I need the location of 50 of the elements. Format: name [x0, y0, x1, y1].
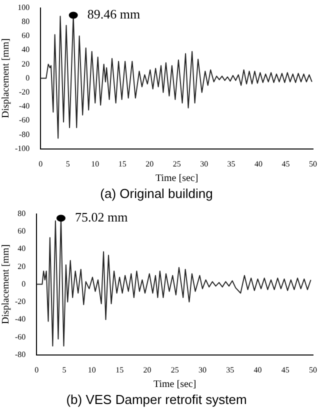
y-tick-label: -60 — [14, 332, 26, 342]
y-axis-title: Displacement [mm] — [0, 244, 12, 324]
y-tick-label: 80 — [18, 208, 26, 218]
y-tick-label: 20 — [18, 262, 26, 271]
x-tick-label: 15 — [118, 160, 126, 169]
x-tick-label: 0 — [34, 366, 39, 375]
x-tick-label: 35 — [226, 366, 234, 375]
y-tick-label: -80 — [18, 130, 30, 139]
x-tick-label: 40 — [254, 366, 262, 375]
y-tick-label: 60 — [22, 31, 30, 40]
x-tick-label: 20 — [143, 366, 152, 375]
y-tick-label: -100 — [14, 144, 30, 153]
x-tick-label: 30 — [200, 160, 208, 169]
annotation: 75.02 mm — [74, 210, 128, 225]
x-tick-label: 0 — [38, 160, 43, 169]
x-axis-title: Time [sec] — [153, 379, 196, 390]
y-tick-label: 100 — [18, 2, 30, 12]
y-tick-label: 80 — [22, 16, 30, 26]
x-tick-label: 10 — [88, 366, 96, 375]
x-tick-label: 30 — [198, 366, 206, 375]
y-tick-label: 0 — [22, 279, 26, 288]
x-tick-label: 35 — [227, 160, 236, 169]
x-tick-label: 10 — [91, 160, 100, 169]
y-axis-title: Displacement [mm] — [0, 38, 12, 118]
x-tick-label: 50 — [309, 160, 317, 169]
x-tick-label: 25 — [172, 160, 181, 169]
y-tick-label: 60 — [18, 226, 26, 236]
y-tick-label: 40 — [22, 45, 30, 54]
text: (a) Original building — [100, 186, 213, 201]
x-tick-label: 15 — [116, 366, 124, 375]
x-tick-label: 40 — [254, 160, 263, 169]
y-tick-label: -80 — [14, 350, 26, 359]
x-tick-label: 25 — [170, 366, 179, 375]
x-tick-label: 50 — [309, 366, 317, 375]
x-tick-label: 5 — [66, 160, 70, 169]
x-axis-title: Time [sec] — [155, 173, 198, 184]
y-tick-label: -20 — [18, 87, 30, 96]
text: (b) VES Damper retrofit system — [66, 392, 247, 407]
x-tick-label: 5 — [62, 366, 66, 375]
y-tick-label: 20 — [22, 59, 30, 68]
x-tick-label: 20 — [146, 160, 154, 169]
y-tick-label: -60 — [18, 116, 30, 125]
y-tick-label: 40 — [18, 244, 26, 254]
x-tick-label: 45 — [282, 160, 290, 169]
x-tick-label: 45 — [281, 366, 290, 375]
annotation: 89.46 mm — [87, 6, 140, 22]
y-tick-label: -40 — [18, 102, 30, 111]
y-tick-label: 0 — [26, 73, 30, 82]
y-tick-label: -20 — [14, 297, 26, 306]
y-tick-label: -40 — [14, 314, 26, 324]
